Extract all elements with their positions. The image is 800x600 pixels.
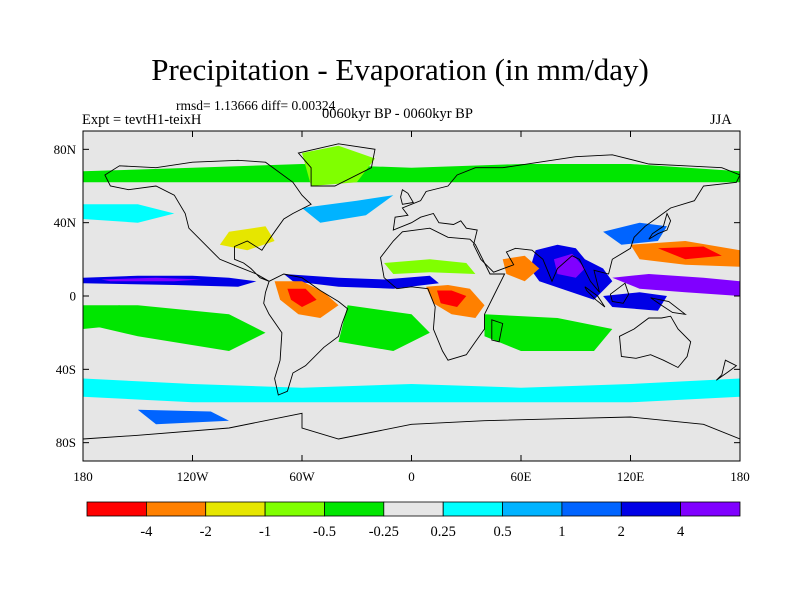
region-greenland-light	[302, 145, 375, 186]
colorbar-label: 0.5	[493, 524, 511, 540]
coast-borneo	[609, 282, 630, 304]
colorbar-label: 1	[558, 524, 565, 540]
colorbar-label: -0.25	[369, 524, 399, 540]
y-tick-label: 40S	[56, 362, 76, 377]
x-tick-label: 180	[73, 469, 93, 484]
x-tick-label: 0	[408, 469, 415, 484]
region-bay-of-bengal	[553, 253, 585, 278]
coast-south-america	[263, 273, 349, 396]
contour-fill-layer	[83, 145, 740, 425]
x-tick-label: 120E	[617, 469, 645, 484]
colorbar-box	[561, 501, 622, 517]
coast-new-guinea	[650, 297, 687, 315]
coast-antarctica	[83, 412, 740, 461]
colorbar-label: -2	[200, 524, 212, 540]
colorbar-label: 0.25	[431, 524, 456, 540]
colorbar-label: -1	[259, 524, 271, 540]
region-s-atlantic-green	[338, 305, 430, 351]
coast-madagascar	[491, 319, 504, 343]
coast-uk	[400, 188, 415, 205]
season-label: JJA	[710, 112, 732, 128]
region-s-indian-green	[484, 314, 613, 351]
coast-japan	[648, 212, 672, 240]
y-tick-label: 40N	[54, 215, 77, 230]
region-s-america-red	[287, 288, 317, 307]
x-tick-label: 180	[730, 469, 750, 484]
colorbar-box	[145, 501, 207, 517]
colorbar-box	[442, 501, 504, 517]
region-africa-red	[437, 290, 467, 307]
period-label: 0060kyr BP - 0060kyr BP	[322, 106, 473, 122]
colorbar-box	[502, 501, 563, 517]
region-arctic-green	[83, 164, 740, 183]
coast-greenland	[297, 143, 376, 187]
coast-australia	[619, 315, 692, 369]
colorbar: -4 -2 -1 -0.5 -0.25 0.25 0.5 1 2 4	[86, 501, 741, 540]
region-tropics-green-s	[83, 305, 138, 329]
coastline-layer	[83, 143, 740, 461]
colorbar-label: -0.5	[313, 524, 336, 540]
region-southern-ocean-blue	[137, 409, 229, 425]
coast-africa	[380, 227, 506, 361]
colorbar-box	[264, 501, 325, 517]
colorbar-label: -4	[140, 524, 153, 540]
coast-sumatra	[584, 286, 606, 308]
colorbar-box	[680, 501, 741, 517]
stats-subtitle: rmsd= 1.13666 diff= 0.00324	[176, 98, 336, 113]
x-tick-label: 60W	[289, 469, 315, 484]
region-n-atlantic-cyan	[302, 195, 394, 223]
colorbar-box	[86, 501, 147, 517]
region-east-asia-blue	[603, 222, 667, 245]
y-tick-label: 80S	[56, 435, 76, 450]
coast-north-america	[104, 159, 312, 282]
region-itcz-atlantic	[283, 274, 439, 289]
colorbar-box	[324, 501, 385, 517]
colorbar-box	[205, 501, 266, 517]
region-maritime-south	[603, 292, 667, 311]
region-itcz-pacific-inner	[101, 277, 202, 282]
axis-ticks: 180 120W 60W 0 60E 120E 180 80N 40N 0 40S 80S	[54, 131, 750, 484]
colorbar-box	[383, 501, 444, 517]
region-w-pacific-red	[657, 246, 722, 260]
colorbar-label: 4	[677, 524, 685, 540]
region-n-pacific-cyan	[83, 204, 175, 223]
coast-new-zealand	[715, 359, 738, 381]
region-west-pacific	[612, 274, 740, 296]
y-tick-label: 0	[70, 289, 77, 304]
chart-title: Precipitation - Evaporation (in mm/day)	[151, 52, 649, 87]
colorbar-box	[620, 501, 682, 517]
region-southern-ocean-cyan	[83, 378, 740, 403]
y-tick-label: 80N	[54, 142, 77, 157]
x-tick-label: 120W	[177, 469, 210, 484]
experiment-label: Expt = tevtH1-teixH	[82, 112, 202, 128]
region-n-america-yellow	[219, 226, 275, 251]
coast-eurasia	[392, 154, 740, 293]
x-tick-label: 60E	[511, 469, 532, 484]
colorbar-label: 2	[618, 524, 625, 540]
region-sahel-lightgreen	[384, 259, 476, 274]
